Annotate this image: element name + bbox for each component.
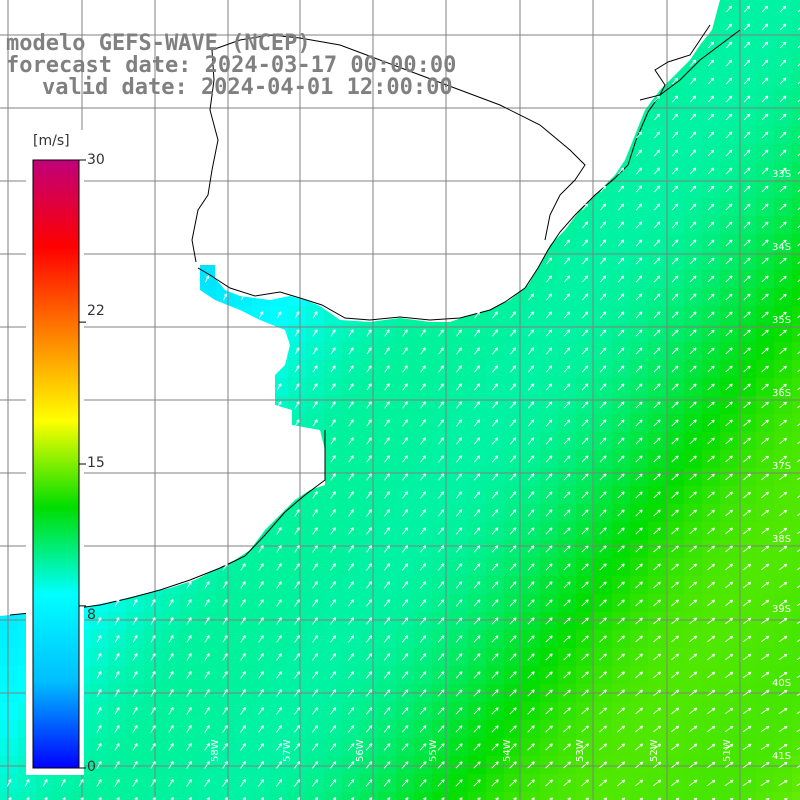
wind-vectors	[6, 5, 800, 800]
colorbar-gradient	[32, 159, 80, 769]
land-mask	[0, 0, 720, 616]
lon-label-56W: 56W	[355, 739, 366, 762]
lat-label-36S: 36S	[772, 388, 791, 399]
latitude-labels: 33S 34S 35S 36S 37S 38S 39S 40S 41S	[772, 169, 791, 762]
lon-label-57W: 57W	[282, 739, 293, 762]
lat-label-34S: 34S	[772, 242, 791, 253]
lat-label-39S: 39S	[772, 604, 791, 615]
lon-label-51W: 51W	[722, 739, 733, 762]
colorbar-tick-8: 8	[87, 607, 96, 623]
longitude-labels: 58W 57W 56W 55W 54W 53W 52W 51W	[210, 739, 733, 762]
lon-label-58W: 58W	[210, 739, 221, 762]
lat-label-41S: 41S	[772, 751, 791, 762]
lon-label-52W: 52W	[649, 739, 660, 762]
valid-date: valid date: 2024-04-01 12:00:00	[42, 75, 453, 100]
colorbar-tick-22: 22	[87, 303, 105, 319]
forecast-date: forecast date: 2024-03-17 00:00:00	[6, 53, 457, 78]
lat-label-35S: 35S	[772, 315, 791, 326]
lon-label-55W: 55W	[428, 739, 439, 762]
lat-label-37S: 37S	[772, 461, 791, 472]
colorbar-unit: [m/s]	[33, 133, 70, 149]
colorbar-tick-0: 0	[87, 759, 96, 775]
colorbar-tick-15: 15	[87, 455, 105, 471]
model-title: modelo GEFS-WAVE (NCEP)	[6, 31, 311, 56]
colorbar	[26, 130, 86, 775]
lat-label-40S: 40S	[772, 678, 791, 689]
lat-label-38S: 38S	[772, 534, 791, 545]
lat-label-33S: 33S	[772, 169, 791, 180]
lon-label-54W: 54W	[502, 739, 513, 762]
colorbar-tick-30: 30	[87, 152, 105, 168]
lon-label-53W: 53W	[575, 739, 586, 762]
